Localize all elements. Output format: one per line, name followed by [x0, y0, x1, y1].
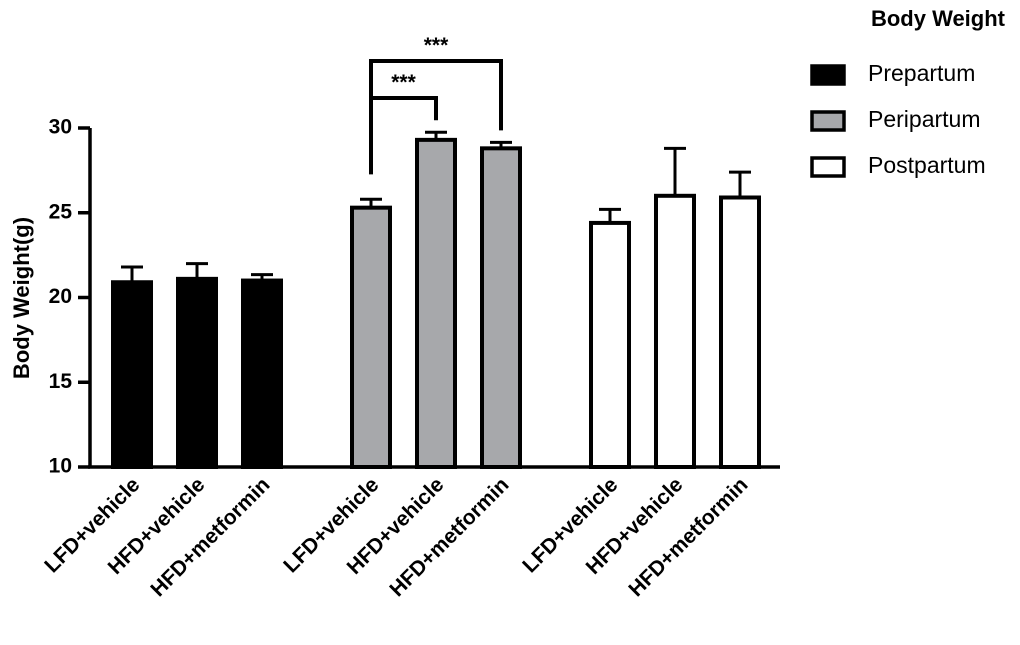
x-tick-label: HFD+metformin	[146, 473, 274, 601]
bar-peripartum	[415, 137, 457, 470]
significance-annotations: *** ***	[369, 34, 503, 175]
y-tick-label: 25	[49, 200, 73, 223]
y-tick-label: 30	[49, 116, 72, 139]
legend-swatch-peripartum	[810, 110, 846, 132]
legend: Body Weight Prepartum Peripartum Postpartu…	[810, 6, 1006, 178]
bar-postpartum	[589, 220, 631, 469]
bars	[111, 130, 761, 470]
x-tick-label: HFD+metformin	[624, 473, 752, 601]
significance-label: ***	[424, 34, 449, 57]
y-tick-label: 10	[49, 455, 72, 478]
y-tick-label: 15	[49, 370, 73, 393]
y-axis-label: Body Weight(g)	[9, 217, 34, 379]
significance-bracket	[369, 59, 503, 175]
bar-prepartum	[241, 278, 283, 469]
bar-peripartum	[480, 146, 522, 469]
legend-label-postpartum: Postpartum	[868, 152, 986, 178]
legend-swatch-prepartum	[810, 64, 846, 86]
legend-swatch-postpartum	[810, 156, 846, 178]
x-tick-label: HFD+metformin	[385, 473, 513, 601]
y-tick-label: 20	[49, 285, 72, 308]
y-ticks: 10 15 20 25 30	[49, 116, 90, 478]
bar-prepartum	[176, 276, 218, 470]
bar-prepartum	[111, 280, 153, 469]
bar-postpartum	[654, 193, 696, 470]
legend-label-prepartum: Prepartum	[868, 60, 975, 86]
bar-peripartum	[350, 205, 392, 469]
legend-title: Body Weight	[871, 6, 1006, 31]
bar-postpartum	[719, 195, 761, 469]
legend-label-peripartum: Peripartum	[868, 106, 980, 132]
significance-label: ***	[391, 71, 416, 94]
